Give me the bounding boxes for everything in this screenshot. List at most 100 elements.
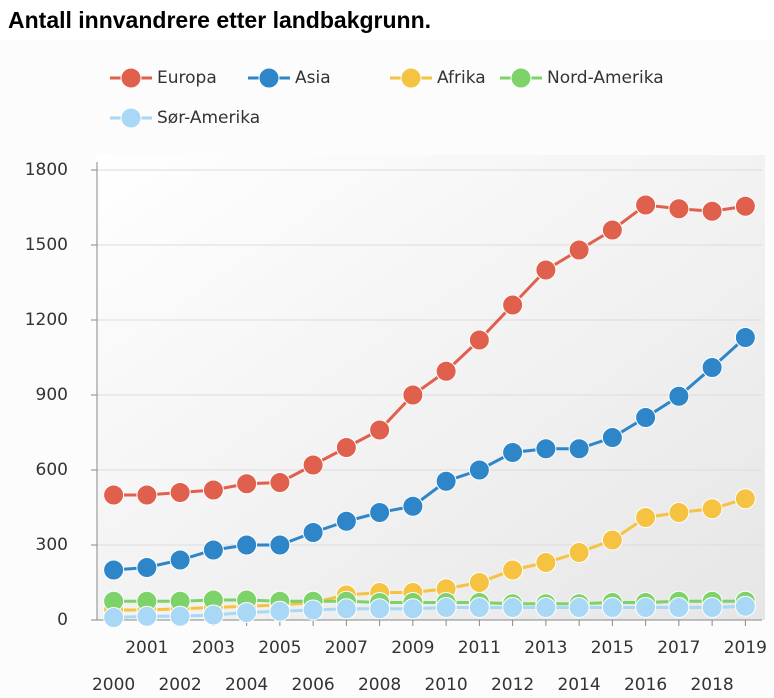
data-point — [568, 597, 590, 618]
x-tick-label: 2003 — [192, 638, 235, 658]
data-point — [502, 559, 524, 581]
data-point — [635, 407, 657, 428]
y-tick-label: 0 — [57, 610, 68, 630]
data-point — [302, 599, 324, 621]
data-point — [169, 482, 191, 503]
data-point — [601, 219, 623, 241]
data-point — [269, 600, 291, 622]
data-point — [535, 438, 557, 460]
data-point — [701, 357, 723, 378]
x-tick-label: 2013 — [524, 638, 567, 658]
y-tick-label: 1500 — [25, 235, 68, 255]
data-point — [103, 607, 125, 628]
data-point — [701, 597, 723, 618]
data-point — [601, 427, 623, 448]
data-point — [468, 572, 490, 593]
data-point — [535, 552, 557, 573]
x-tick-label: 2018 — [690, 675, 733, 695]
x-tick-label: 2011 — [458, 638, 501, 658]
data-point — [635, 597, 657, 618]
x-tick-label: 2005 — [258, 638, 301, 658]
data-point — [668, 385, 690, 407]
data-point — [701, 498, 723, 520]
data-point — [601, 597, 623, 618]
data-point — [169, 605, 191, 627]
data-point — [568, 438, 590, 460]
data-point — [568, 239, 590, 261]
data-point — [734, 195, 756, 217]
data-point — [402, 495, 424, 517]
data-point — [468, 597, 490, 618]
data-point — [236, 602, 258, 623]
data-point — [668, 502, 690, 523]
x-tick-label: 2010 — [424, 675, 467, 695]
data-point — [369, 502, 391, 523]
data-point — [435, 360, 457, 382]
x-tick-label: 2004 — [225, 675, 268, 695]
data-point — [468, 459, 490, 481]
data-point — [136, 605, 158, 627]
data-point — [369, 419, 391, 441]
legend-marker — [258, 67, 280, 89]
x-tick-label: 2009 — [391, 638, 434, 658]
data-point — [468, 329, 490, 351]
legend-label: Sør-Amerika — [157, 108, 260, 128]
data-point — [302, 522, 324, 543]
data-point — [202, 539, 224, 561]
data-point — [601, 529, 623, 551]
data-point — [668, 198, 690, 220]
data-point — [136, 557, 158, 578]
legend-label: Asia — [295, 68, 331, 88]
y-tick-label: 900 — [36, 385, 68, 405]
data-point — [568, 542, 590, 563]
data-point — [369, 598, 391, 620]
legend-marker — [120, 107, 142, 129]
data-point — [435, 470, 457, 492]
data-point — [635, 194, 657, 216]
x-tick-label: 2016 — [624, 675, 667, 695]
data-point — [169, 549, 191, 571]
data-point — [502, 442, 524, 463]
legend-label: Europa — [157, 68, 217, 88]
data-point — [502, 294, 524, 316]
data-point — [236, 473, 258, 495]
data-point — [435, 597, 457, 618]
data-point — [269, 534, 291, 556]
data-point — [202, 604, 224, 626]
data-point — [734, 488, 756, 510]
x-tick-label: 2017 — [657, 638, 700, 658]
data-point — [335, 437, 357, 458]
x-tick-label: 2008 — [358, 675, 401, 695]
data-point — [136, 484, 158, 506]
x-tick-label: 2006 — [291, 675, 334, 695]
data-point — [335, 598, 357, 620]
data-point — [269, 472, 291, 493]
x-tick-label: 2019 — [724, 638, 767, 658]
x-tick-label: 2002 — [158, 675, 201, 695]
data-point — [202, 479, 224, 501]
data-point — [103, 559, 125, 581]
data-point — [502, 597, 524, 618]
x-tick-label: 2012 — [491, 675, 534, 695]
plot-area — [97, 155, 765, 620]
legend-label: Afrika — [437, 68, 486, 88]
data-point — [668, 597, 690, 618]
data-point — [402, 598, 424, 620]
x-tick-label: 2014 — [557, 675, 600, 695]
data-point — [402, 384, 424, 406]
data-point — [701, 200, 723, 222]
data-point — [103, 484, 125, 506]
legend-marker — [120, 67, 142, 89]
y-tick-label: 1200 — [25, 310, 68, 330]
chart-title: Antall innvandrere etter landbakgrunn. — [8, 7, 431, 33]
y-tick-label: 600 — [36, 460, 68, 480]
y-tick-label: 300 — [36, 535, 68, 555]
x-tick-label: 2015 — [591, 638, 634, 658]
data-point — [535, 259, 557, 281]
data-point — [535, 597, 557, 618]
x-tick-label: 2000 — [92, 675, 135, 695]
legend-marker — [510, 67, 532, 89]
data-point — [734, 327, 756, 348]
y-tick-label: 1800 — [25, 160, 68, 180]
